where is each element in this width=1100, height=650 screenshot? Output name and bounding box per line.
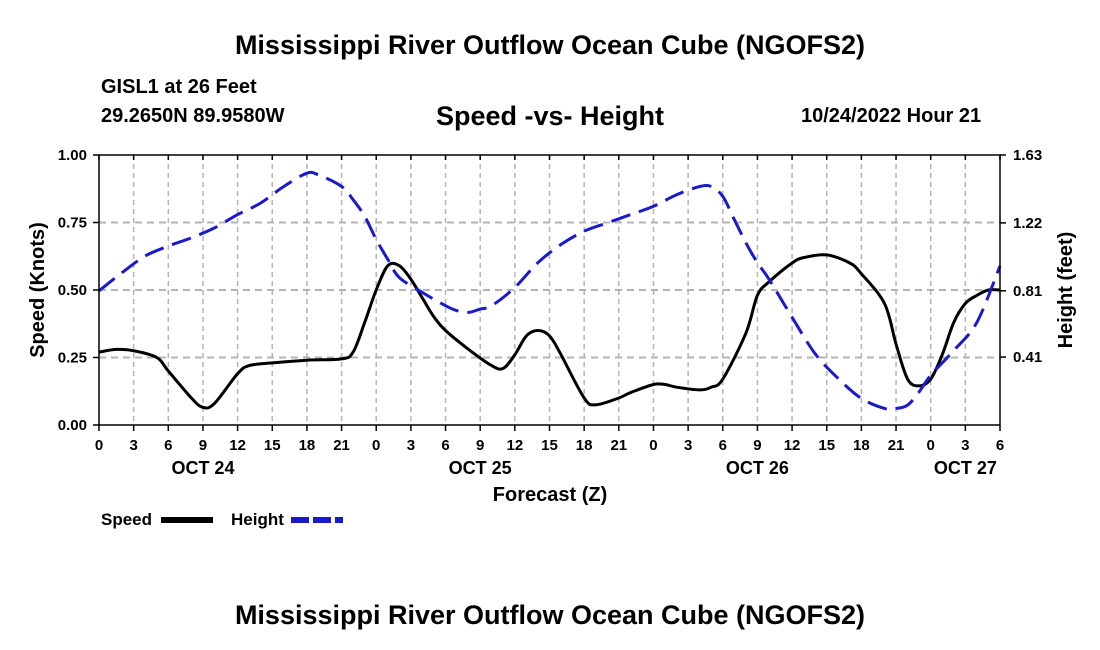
y-tick-label: 0.00 xyxy=(58,417,87,434)
x-tick-label: 0 xyxy=(649,437,657,454)
x-tick-label: 15 xyxy=(818,437,835,454)
x-tick-label: 18 xyxy=(576,437,593,454)
date-label: OCT 25 xyxy=(449,458,512,478)
speed-series-line xyxy=(98,253,1001,410)
y-tick-label: 0.75 xyxy=(58,215,87,232)
x-tick-label: 12 xyxy=(784,437,801,454)
y-tick-label: 0.25 xyxy=(58,350,87,367)
y-tick-label: 1.00 xyxy=(58,147,87,164)
x-tick-label: 9 xyxy=(199,437,207,454)
x-tick-label: 3 xyxy=(407,437,415,454)
x-tick-label: 0 xyxy=(95,437,103,454)
main-title: Mississippi River Outflow Ocean Cube (NG… xyxy=(234,30,866,60)
x-tick-label: 12 xyxy=(229,437,246,454)
tick-labels: 0 3 6 9 12 15 18 21 0 3 6 9 12 15 18 21 0 3 6 9 12 15 18 21 0 3 6O… xyxy=(58,147,1042,478)
x-tick-label: 9 xyxy=(753,437,761,454)
x-tick-label: 6 xyxy=(996,437,1004,454)
footer-title: Mississippi River Outflow Ocean Cube (NG… xyxy=(234,600,866,630)
y2-tick-label: 0.41 xyxy=(1013,349,1042,366)
date-label: OCT 27 xyxy=(934,458,997,478)
y-axis-label: Speed (Knots) xyxy=(27,222,49,358)
x-tick-label: 21 xyxy=(333,437,350,454)
x-tick-label: 15 xyxy=(264,437,281,454)
x-tick-label: 21 xyxy=(888,437,905,454)
legend: Speed Height xyxy=(101,510,343,529)
y2-tick-label: 1.22 xyxy=(1013,215,1042,232)
x-tick-label: 3 xyxy=(961,437,969,454)
x-tick-label: 6 xyxy=(441,437,449,454)
x-tick-label: 15 xyxy=(541,437,558,454)
date-label: OCT 24 xyxy=(171,458,234,478)
y2-axis-label: Height (feet) xyxy=(1055,232,1077,349)
date-label: OCT 26 xyxy=(726,458,789,478)
y-tick-label: 0.50 xyxy=(58,282,87,299)
x-tick-label: 3 xyxy=(129,437,137,454)
legend-speed-label: Speed xyxy=(101,510,152,529)
x-tick-label: 9 xyxy=(476,437,484,454)
x-tick-label: 3 xyxy=(684,437,692,454)
x-tick-label: 21 xyxy=(610,437,627,454)
station-coordinates: 29.2650N 89.9580W xyxy=(101,105,285,127)
x-tick-label: 18 xyxy=(299,437,316,454)
chart-title: Speed -vs- Height xyxy=(435,101,665,131)
height-series-line xyxy=(98,170,1002,411)
grid xyxy=(99,155,1000,425)
y2-tick-label: 1.63 xyxy=(1013,147,1042,164)
x-tick-label: 6 xyxy=(164,437,172,454)
x-tick-label: 6 xyxy=(719,437,727,454)
x-axis-label: Forecast (Z) xyxy=(493,484,607,506)
legend-height-label: Height xyxy=(231,510,284,529)
x-tick-label: 12 xyxy=(507,437,524,454)
y2-tick-label: 0.81 xyxy=(1013,283,1042,300)
series-layer xyxy=(98,170,1002,411)
x-tick-label: 0 xyxy=(927,437,935,454)
forecast-run-time: 10/24/2022 Hour 21 xyxy=(801,105,982,127)
x-tick-label: 0 xyxy=(372,437,380,454)
x-tick-label: 18 xyxy=(853,437,870,454)
station-label: GISL1 at 26 Feet xyxy=(101,76,257,98)
